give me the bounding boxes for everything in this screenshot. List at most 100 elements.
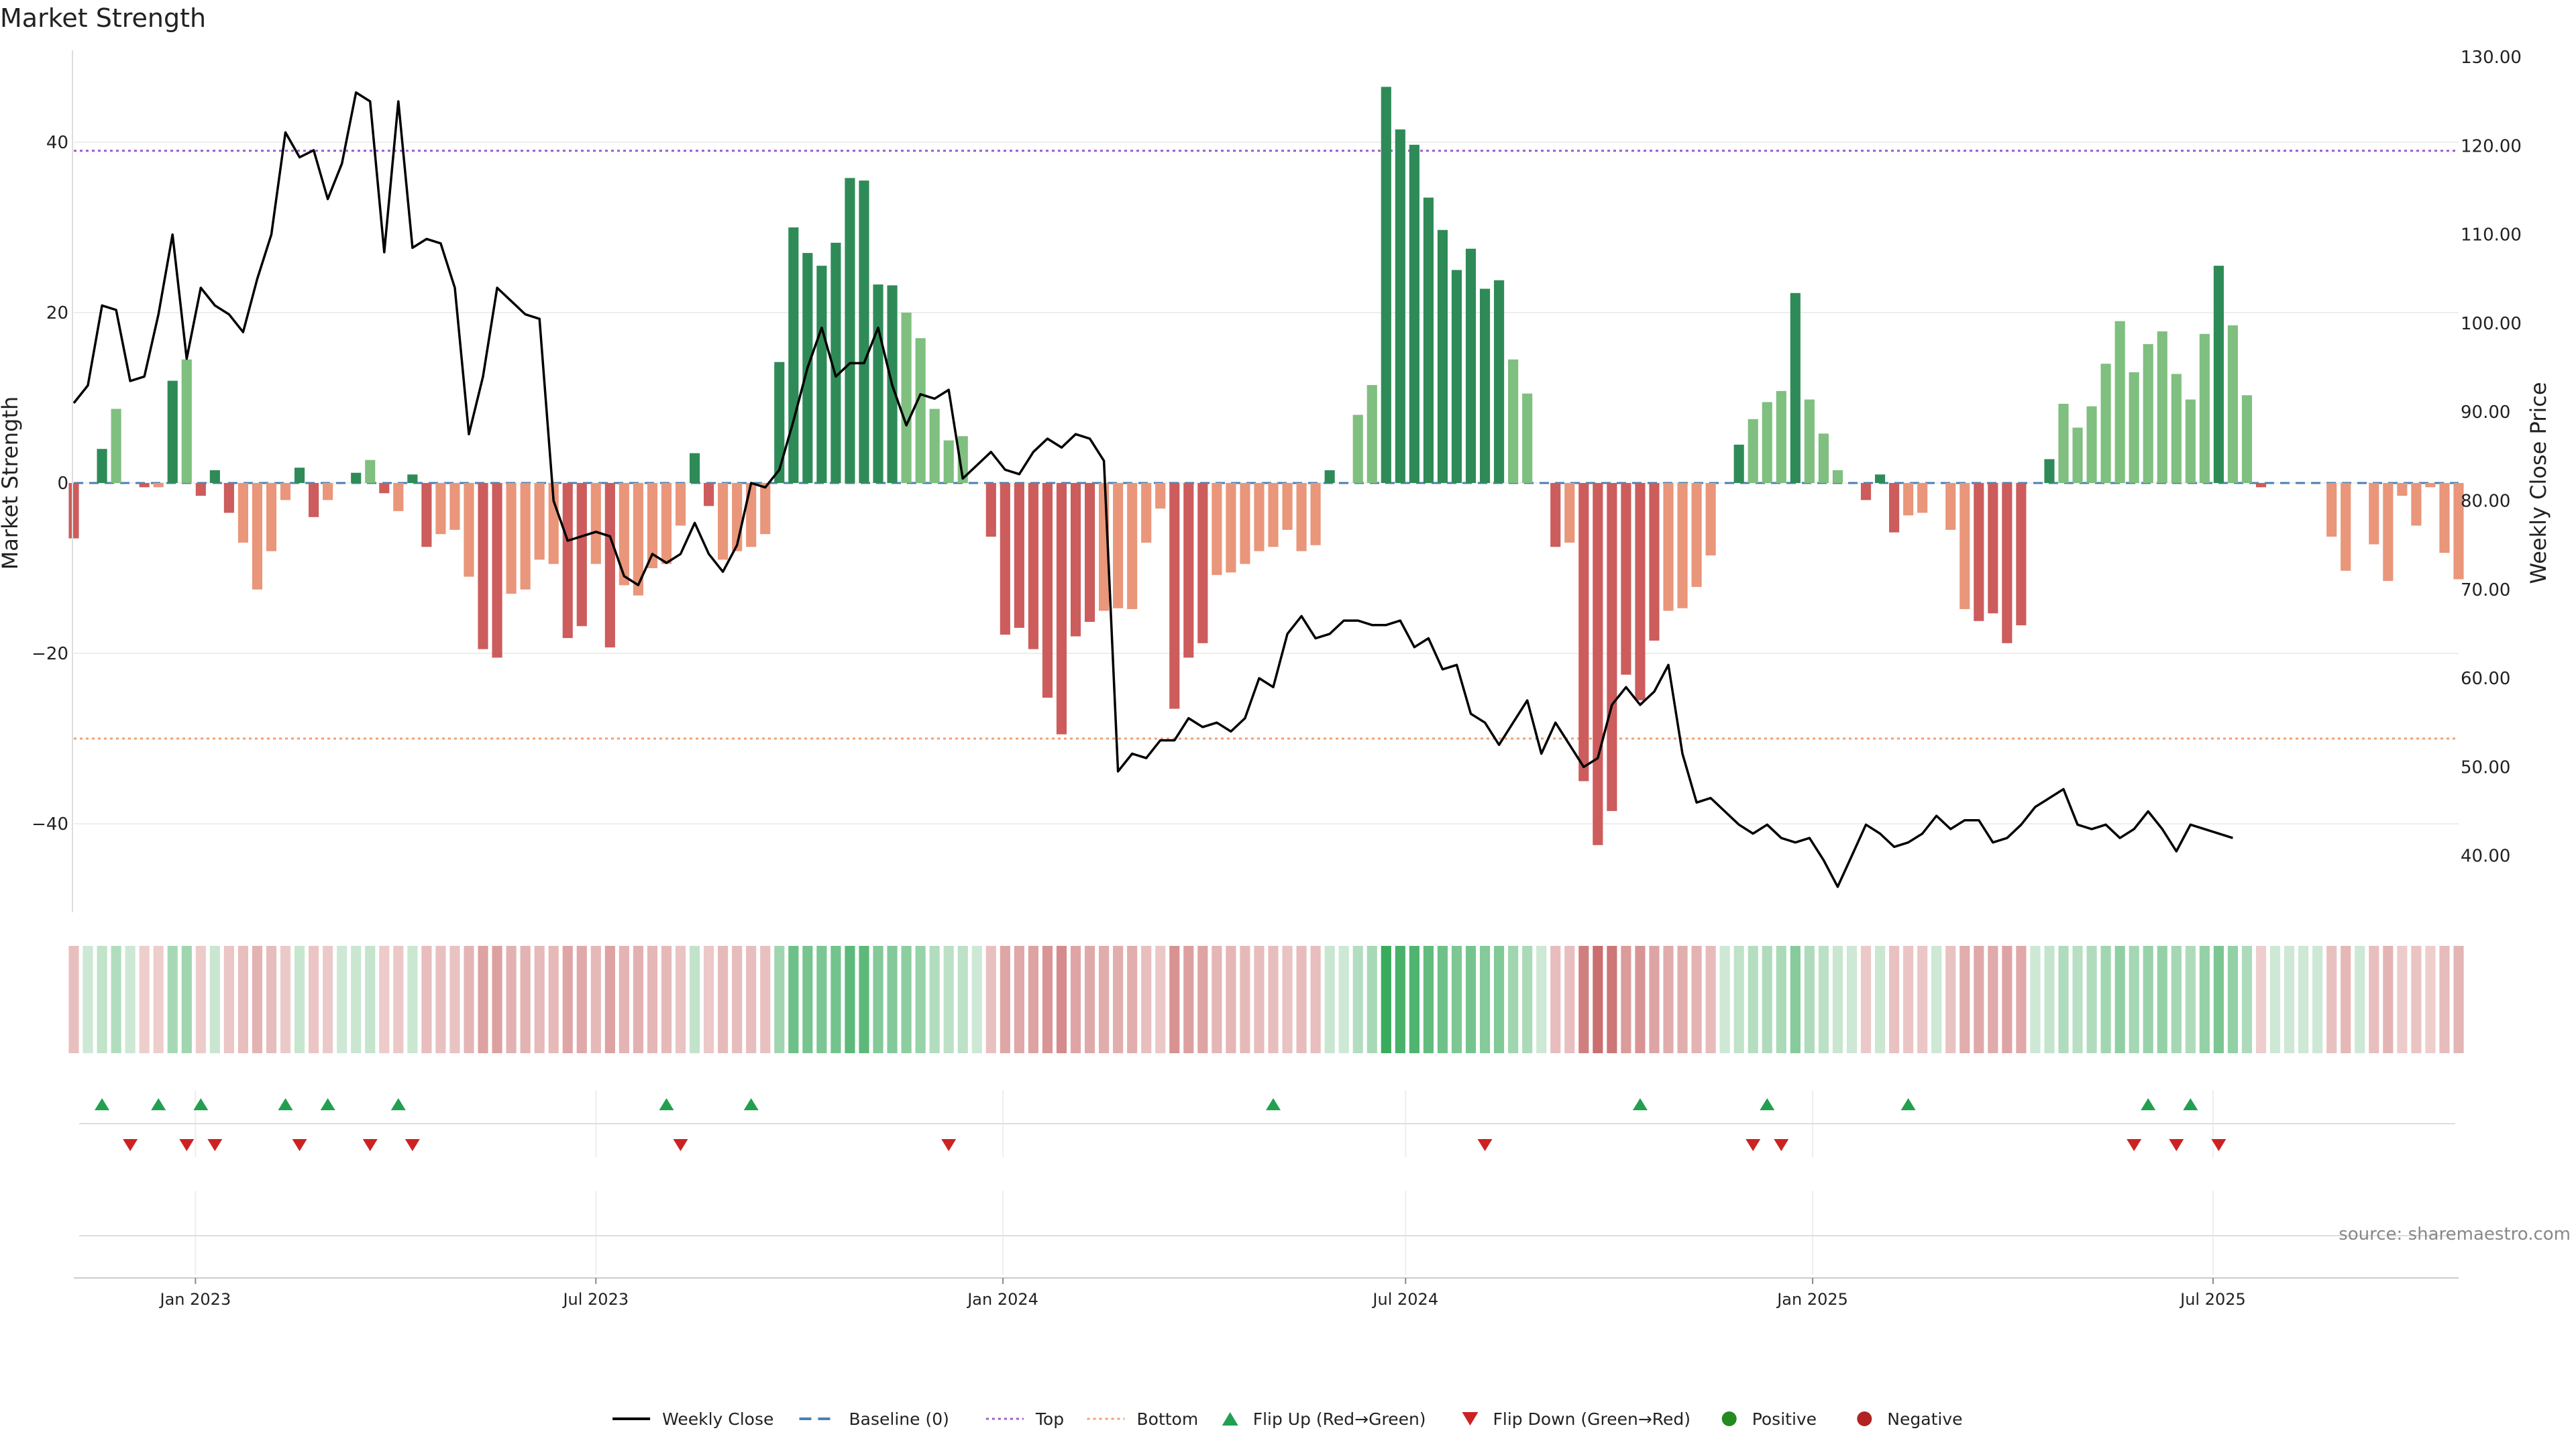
strength-bar	[1733, 444, 1744, 483]
heat-cell	[2072, 946, 2083, 1053]
strength-bar	[68, 483, 79, 539]
y-right-tick-label: 100.00	[2461, 314, 2522, 334]
heat-cell	[223, 946, 234, 1053]
heat-cell	[929, 946, 940, 1053]
strength-bar	[1155, 483, 1166, 509]
flip-down-marker	[673, 1139, 688, 1151]
heat-cell	[139, 946, 150, 1053]
heat-cell	[2453, 946, 2464, 1053]
strength-bar	[2213, 266, 2224, 483]
heat-cell	[2171, 946, 2182, 1053]
strength-bar	[2129, 372, 2139, 483]
heat-cell	[732, 946, 743, 1053]
y-right-tick-label: 120.00	[2461, 136, 2522, 156]
heat-cell	[506, 946, 517, 1053]
heat-cell	[1804, 946, 1815, 1053]
heat-cell	[1974, 946, 1984, 1053]
strength-bar	[647, 483, 658, 568]
flip-markers	[79, 1090, 2455, 1275]
strength-bar	[1705, 483, 1716, 555]
strength-bar	[309, 483, 319, 517]
strength-bar	[661, 483, 672, 564]
strength-bar	[548, 483, 559, 564]
heat-cell	[2397, 946, 2408, 1053]
heat-cell	[1988, 946, 1998, 1053]
strength-bar	[774, 362, 785, 483]
heat-cell	[2227, 946, 2239, 1053]
strength-bar	[604, 483, 615, 648]
heat-cell	[280, 946, 291, 1053]
flip-up-marker	[1632, 1098, 1648, 1110]
heat-cell	[816, 946, 827, 1053]
heat-cell	[971, 946, 982, 1053]
strength-bar	[1141, 483, 1152, 543]
strength-bar	[1593, 483, 1603, 845]
y-right-tick-label: 110.00	[2461, 225, 2522, 246]
y-right-tick-label: 80.00	[2461, 491, 2510, 511]
heat-cell	[1663, 946, 1674, 1053]
strength-bar	[351, 472, 362, 483]
strength-bar	[407, 474, 418, 483]
flip-down-marker	[2211, 1139, 2226, 1151]
y-axis-left-title: Market Strength	[0, 396, 23, 570]
heat-cell	[2425, 946, 2436, 1053]
bars-layer	[68, 87, 2464, 845]
flip-up-marker	[390, 1098, 406, 1110]
heat-cell	[1127, 946, 1138, 1053]
heat-cell	[901, 946, 912, 1053]
heat-cell	[830, 946, 841, 1053]
strength-bar	[534, 483, 545, 560]
heat-cell	[2044, 946, 2055, 1053]
legend: Weekly Close Baseline (0) Top Bottom Flip Up…	[612, 1409, 1963, 1429]
heat-cell	[1437, 946, 1448, 1053]
heat-cell	[97, 946, 107, 1053]
legend-label: Negative	[1887, 1409, 1962, 1429]
heat-cell	[689, 946, 700, 1053]
flip-down-marker	[362, 1139, 378, 1151]
heat-cell	[449, 946, 460, 1053]
heat-cell	[1903, 946, 1914, 1053]
heat-cell	[181, 946, 192, 1053]
heat-cell	[1960, 946, 1970, 1053]
heat-cell	[1776, 946, 1786, 1053]
strength-bar	[2341, 483, 2351, 571]
strength-bar	[2016, 483, 2027, 626]
heat-cell	[1310, 946, 1321, 1053]
legend-negative-swatch	[1857, 1411, 1872, 1426]
heat-cell	[1395, 946, 1405, 1053]
heat-cell	[421, 946, 432, 1053]
strength-bar	[1127, 483, 1138, 609]
strength-bar	[590, 483, 601, 564]
heat-cell	[1677, 946, 1688, 1053]
heat-cell	[661, 946, 672, 1053]
heat-cell	[1846, 946, 1858, 1053]
strength-bar	[1988, 483, 1998, 614]
legend-flip-up-swatch	[1222, 1412, 1238, 1426]
flip-up-marker	[193, 1098, 209, 1110]
strength-bar	[365, 460, 376, 483]
strength-bar	[1212, 483, 1222, 576]
heat-cell	[633, 946, 643, 1053]
strength-bar	[506, 483, 517, 594]
strength-bar	[901, 313, 912, 483]
strength-bar	[1381, 87, 1391, 483]
flip-up-marker	[743, 1098, 759, 1110]
heat-cell	[2383, 946, 2394, 1053]
y-axis-right-title: Weekly Close Price	[2526, 382, 2551, 584]
heat-cell	[788, 946, 799, 1053]
heat-cell	[704, 946, 714, 1053]
heat-cell	[478, 946, 488, 1053]
strength-bar	[1366, 384, 1377, 483]
strength-bar	[323, 483, 333, 500]
heat-cell	[859, 946, 869, 1053]
strength-bar	[195, 483, 206, 496]
legend-flip-down-swatch	[1462, 1412, 1479, 1426]
heat-cell	[746, 946, 757, 1053]
strength-bar	[1479, 288, 1491, 483]
heat-cell	[562, 946, 573, 1053]
strength-bar	[619, 483, 629, 586]
heat-cell	[1874, 946, 1886, 1053]
heat-cell	[2439, 946, 2450, 1053]
strength-bar	[1437, 229, 1448, 483]
strength-bar	[576, 483, 587, 627]
